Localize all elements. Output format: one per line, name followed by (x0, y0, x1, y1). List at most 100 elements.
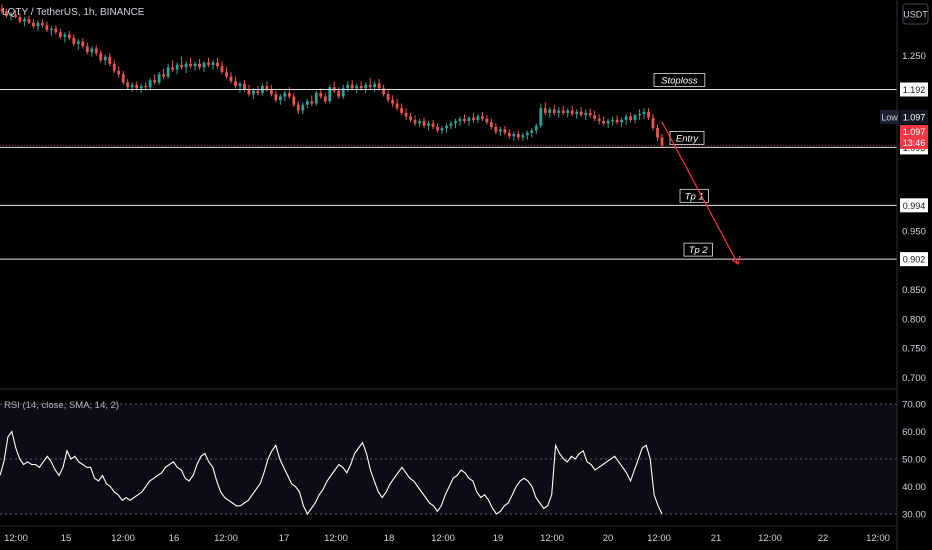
level-price-3: 0.902 (903, 255, 926, 265)
candle-body (198, 63, 201, 68)
candle-body (588, 112, 592, 116)
candle-body (552, 109, 556, 113)
candle-body (422, 121, 426, 126)
candle-body (521, 135, 525, 138)
candle-body (72, 38, 76, 44)
candle-body (489, 122, 493, 127)
candle-body (63, 34, 67, 37)
candle-body (368, 84, 372, 88)
price-tick: 0.750 (902, 344, 926, 355)
candle-body (234, 81, 237, 86)
candle-body (166, 67, 170, 77)
time-axis: 12:00 15 12:00 16 12:00 17 12:00 18 12:00 19 12:00… (4, 533, 890, 544)
candle-body (94, 48, 98, 54)
candle-body (467, 117, 471, 122)
candle-body (566, 110, 570, 113)
rsi-axis: 70.00 60.00 50.00 40.00 30.00 (902, 400, 926, 521)
candle-body (135, 84, 139, 89)
candle-body (207, 62, 210, 65)
candle-body (211, 62, 215, 65)
candle-body (162, 74, 166, 77)
candle-body (364, 84, 368, 89)
candle-body (49, 28, 53, 30)
candle-body (283, 93, 287, 97)
level-lines-layer: Stoploss Entry Tp 1 Tp 2 (0, 73, 897, 260)
candle-body (81, 41, 85, 47)
candle-body (305, 101, 309, 105)
rsi-tick: 50.00 (902, 455, 926, 466)
candle-body (76, 41, 80, 44)
candle-body (647, 111, 650, 118)
candle-body (494, 126, 498, 132)
time-tick: 12:00 (324, 533, 348, 544)
time-tick: 12:00 (540, 533, 564, 544)
candle-body (638, 114, 641, 116)
candle-body (454, 121, 457, 124)
candle-body (323, 96, 327, 102)
candle-body (633, 115, 637, 120)
candle-body (606, 121, 610, 124)
candle-body (440, 128, 444, 131)
candle-body (5, 11, 8, 16)
candle-body (45, 25, 49, 30)
candle-body (584, 112, 588, 116)
candle-body (507, 132, 511, 137)
time-tick: 17 (279, 533, 290, 544)
candle-body (9, 14, 13, 16)
candle-body (597, 118, 601, 122)
candle-body (238, 83, 242, 86)
candle-body (332, 87, 336, 91)
candle-body (620, 119, 623, 123)
candle-body (296, 104, 300, 111)
currency-button[interactable]: USDT (902, 3, 929, 25)
candle-body (602, 121, 606, 124)
candle-body (629, 116, 632, 120)
candle-body (54, 28, 58, 33)
candle-body (121, 74, 125, 83)
candle-body (139, 85, 143, 89)
price-tick: 0.850 (902, 285, 926, 296)
candle-body (624, 116, 628, 120)
candle-body (319, 93, 323, 97)
level-label-3: Tp 2 (689, 245, 709, 256)
candle-body (341, 88, 345, 97)
candle-body (611, 119, 615, 122)
candle-body (539, 108, 543, 126)
candle-body (427, 123, 430, 126)
candle-body (247, 89, 251, 95)
candle-body (314, 93, 318, 104)
candle-body (18, 16, 22, 22)
candle-body (67, 34, 71, 39)
candle-body (189, 63, 192, 67)
time-tick: 12:00 (111, 533, 135, 544)
candle-body (130, 84, 134, 88)
price-tick: 0.700 (902, 373, 926, 384)
candles-layer (0, 4, 664, 147)
candle-body (41, 22, 44, 26)
candle-body (512, 133, 516, 137)
candle-body (117, 70, 121, 75)
level-label-1: Entry (676, 133, 699, 144)
candle-body (23, 19, 26, 22)
candle-body (516, 133, 520, 138)
candle-body (656, 128, 659, 138)
candle-body (481, 116, 484, 119)
low-badge: Low 1.097 (880, 110, 928, 124)
candle-body (359, 85, 363, 89)
rsi-band (0, 404, 897, 514)
candle-body (274, 94, 278, 101)
candle-body (278, 96, 282, 101)
candle-body (534, 125, 538, 131)
candle-body (651, 117, 655, 129)
candle-body (445, 125, 448, 129)
candle-body (355, 85, 359, 89)
candle-body (561, 110, 565, 113)
rsi-tick: 70.00 (902, 400, 926, 411)
candle-body (660, 137, 664, 146)
candle-body (386, 94, 390, 101)
candle-body (570, 110, 574, 115)
level-price-0: 1.192 (903, 85, 926, 95)
candle-body (503, 129, 507, 133)
low-badge-label: Low (881, 113, 898, 123)
candle-body (202, 62, 206, 68)
